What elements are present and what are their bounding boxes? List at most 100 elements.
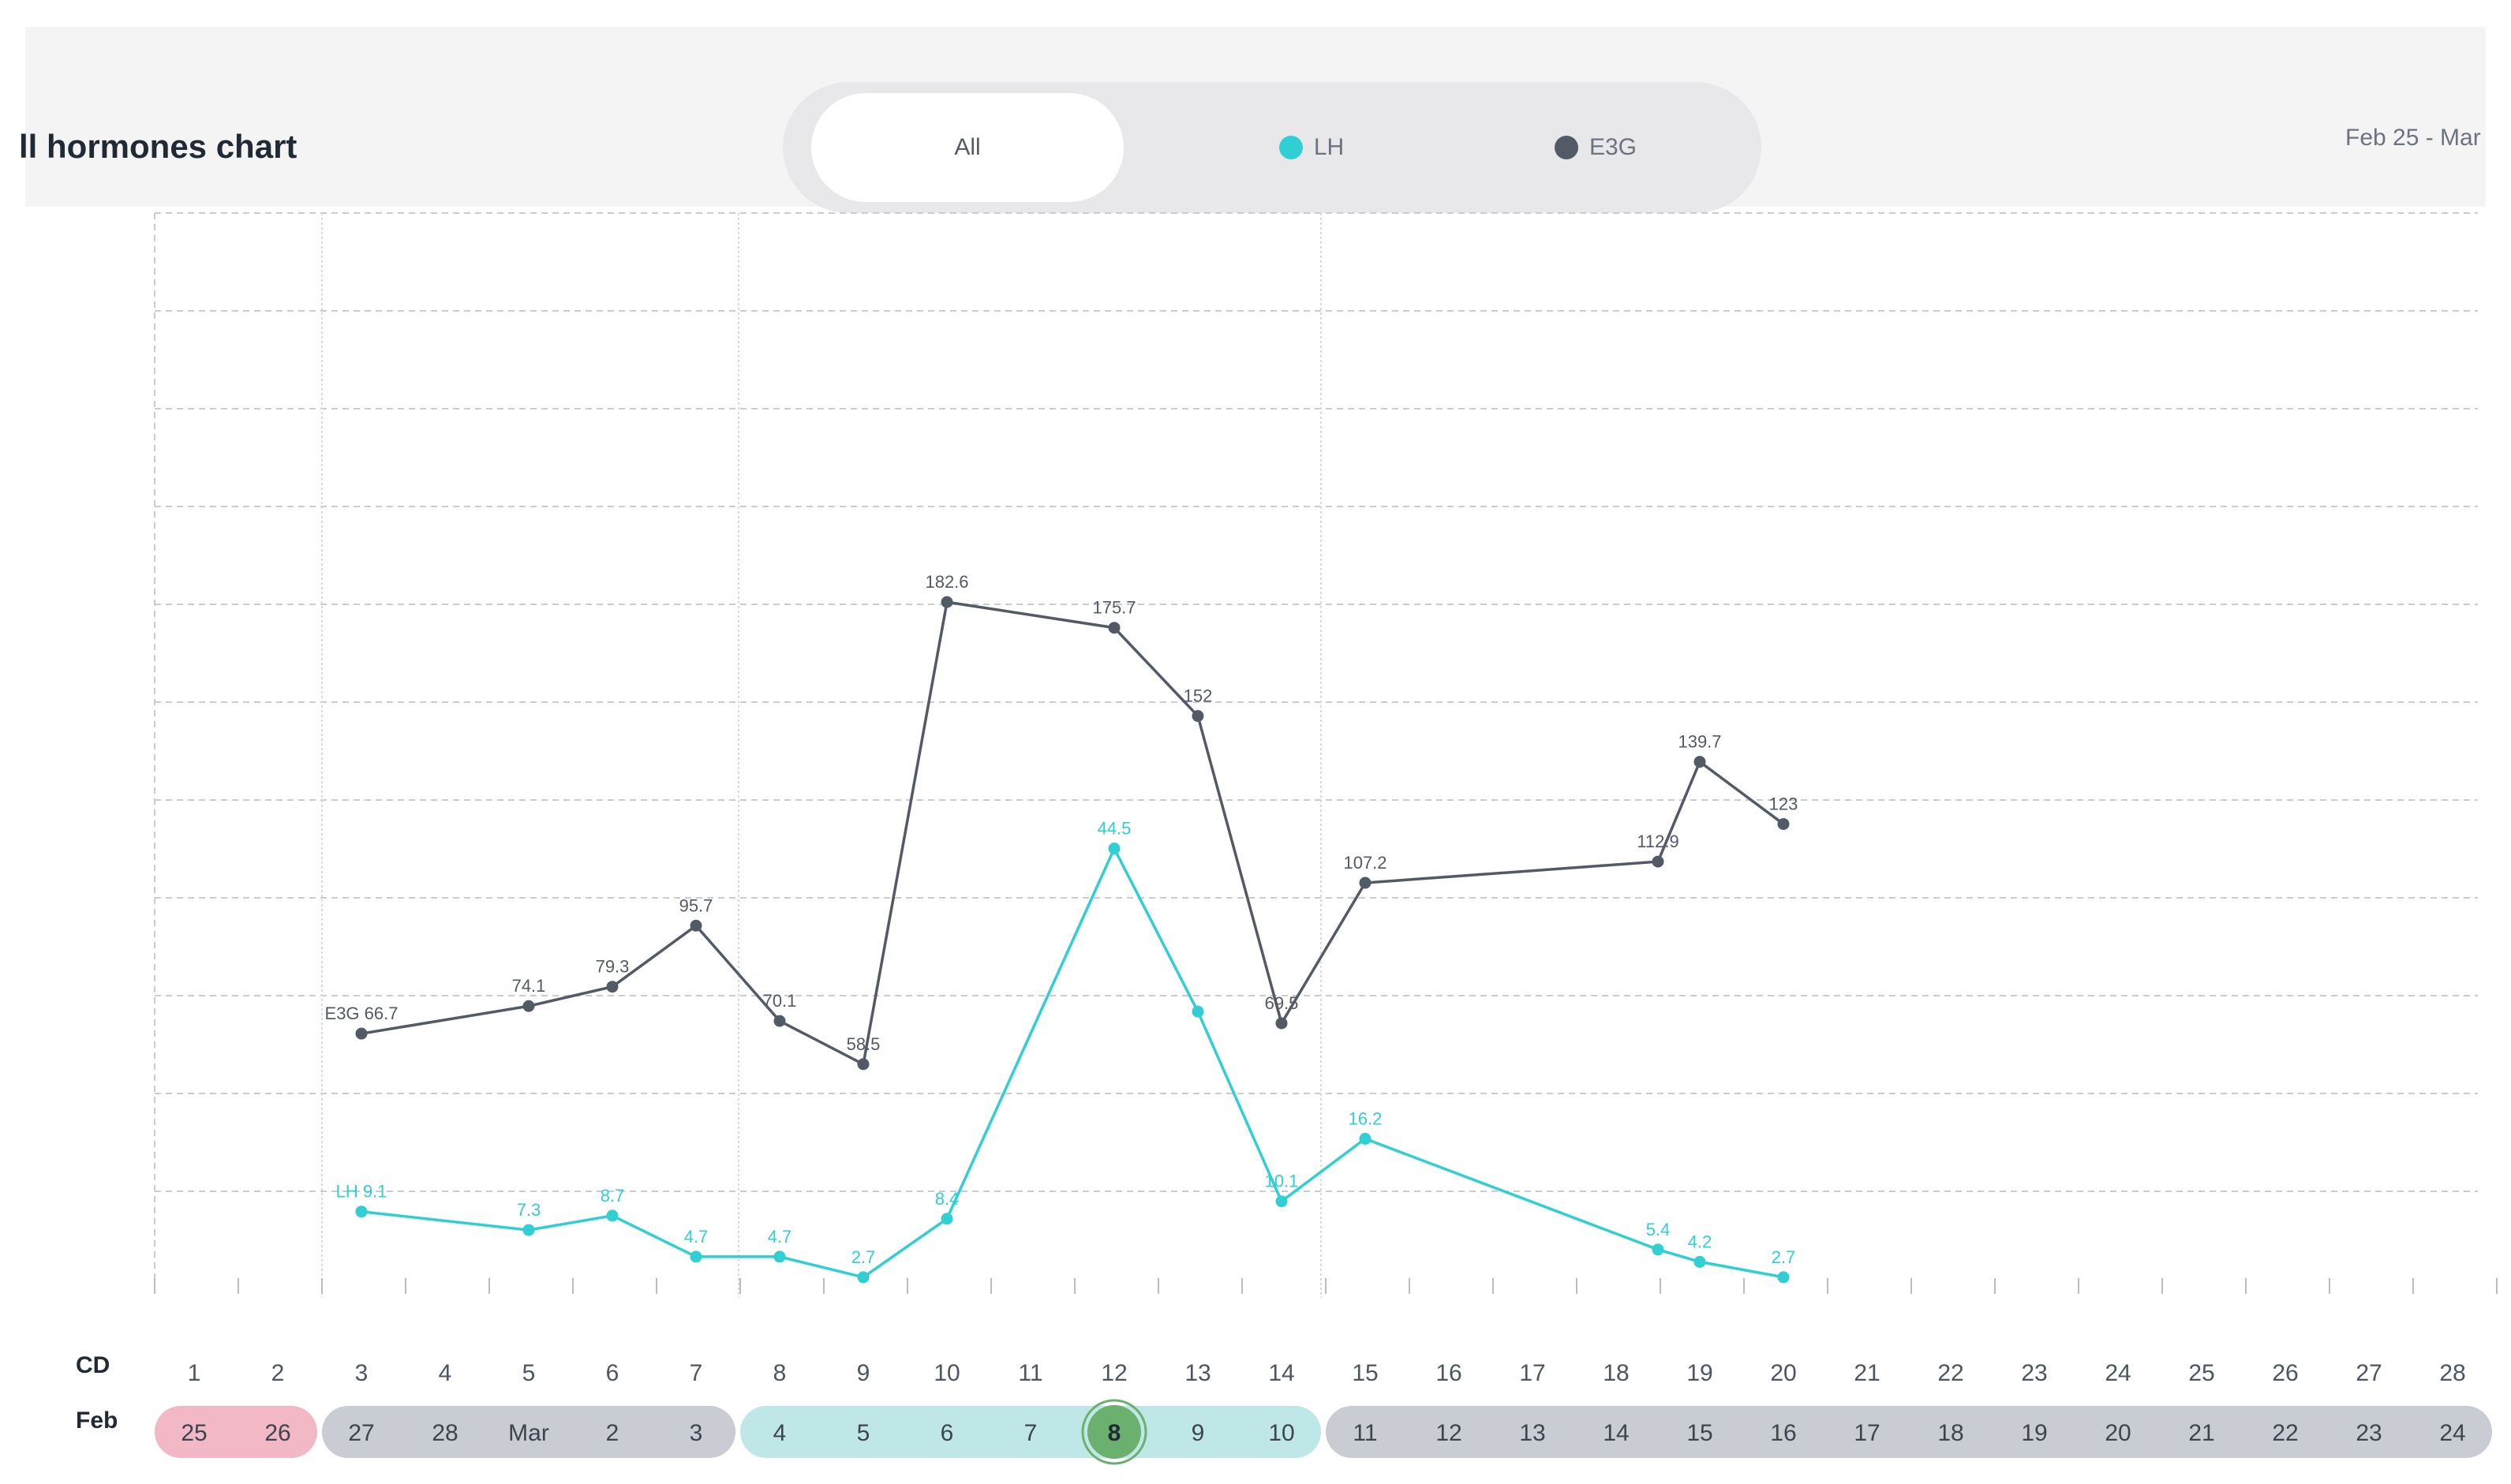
data-label-lh: 4.7 — [768, 1227, 792, 1247]
date-tick-label: 15 — [1686, 1420, 1712, 1446]
filter-e3g-button[interactable]: E3G — [1493, 93, 1698, 202]
cd-tick-label: 20 — [1770, 1360, 1796, 1386]
lh-dot-icon — [1278, 136, 1303, 159]
data-label-lh: 44.5 — [1098, 819, 1132, 839]
date-tick-label: 5 — [857, 1420, 870, 1446]
data-point-lh — [1777, 1271, 1790, 1284]
data-label-lh: LH 9.1 — [336, 1182, 387, 1202]
date-tick-label: 19 — [2021, 1420, 2047, 1446]
filter-all-label: All — [954, 134, 981, 160]
cd-tick-label: 19 — [1686, 1360, 1712, 1386]
date-tick-label: 26 — [264, 1420, 290, 1446]
data-point-lh — [1275, 1195, 1288, 1208]
cd-tick-label: 13 — [1184, 1360, 1211, 1386]
date-tick-label: Mar — [508, 1420, 549, 1446]
date-tick-label: 12 — [1435, 1420, 1461, 1446]
date-tick-label: 13 — [1519, 1420, 1545, 1446]
date-tick-label: 16 — [1770, 1420, 1796, 1446]
cd-tick-label: 3 — [355, 1360, 369, 1386]
filter-lh-button[interactable]: LH — [1209, 93, 1414, 202]
date-tick-label: 20 — [2105, 1420, 2131, 1446]
data-label-e3g: E3G 66.7 — [325, 1004, 399, 1023]
date-tick-label: 10 — [1268, 1420, 1294, 1446]
data-point-lh — [1108, 843, 1121, 854]
data-point-lh — [606, 1209, 619, 1222]
cd-tick-label: 11 — [1018, 1360, 1042, 1386]
data-label-e3g: 112.9 — [1637, 832, 1678, 851]
date-tick-label: 7 — [1024, 1420, 1038, 1446]
data-label-e3g: 79.3 — [596, 957, 630, 977]
date-tick-label: 14 — [1603, 1420, 1629, 1446]
data-label-lh: 10.1 — [1265, 1172, 1299, 1191]
cd-tick-label: 1 — [188, 1360, 201, 1386]
data-label-e3g: 139.7 — [1678, 732, 1721, 752]
date-tick-label: 2 — [606, 1420, 619, 1446]
data-label-lh: 2.7 — [1772, 1247, 1796, 1267]
filter-e3g-label: E3G — [1589, 134, 1637, 160]
data-point-e3g — [690, 919, 702, 932]
cd-tick-label: 15 — [1352, 1360, 1378, 1386]
peak-day-ring — [1081, 1399, 1147, 1465]
data-label-e3g: 74.1 — [512, 976, 546, 996]
data-label-lh: 2.7 — [851, 1247, 876, 1267]
date-tick-label: 3 — [690, 1420, 703, 1446]
data-label-e3g: 123 — [1769, 794, 1798, 813]
date-tick-label: 28 — [432, 1420, 458, 1446]
cd-tick-label: 25 — [2188, 1360, 2214, 1386]
data-label-lh: 4.7 — [684, 1227, 709, 1247]
date-tick-label: 25 — [181, 1420, 207, 1446]
cd-tick-label: 22 — [1937, 1360, 1963, 1386]
data-label-e3g: 175.7 — [1092, 598, 1136, 618]
date-tick-label: 22 — [2272, 1420, 2298, 1446]
data-label-e3g: 58.5 — [847, 1034, 881, 1054]
date-tick-label: 11 — [1353, 1420, 1377, 1446]
date-tick-label: 9 — [1192, 1420, 1205, 1446]
cd-tick-label: 7 — [690, 1360, 703, 1386]
data-label-lh: 4.2 — [1688, 1232, 1712, 1251]
cd-tick-label: 24 — [2105, 1360, 2131, 1386]
date-pill-grey — [322, 1406, 735, 1458]
cd-tick-label: 23 — [2021, 1360, 2047, 1386]
series-line-lh — [361, 845, 1784, 1279]
cd-tick-label: 6 — [606, 1360, 619, 1386]
data-point-e3g — [773, 1015, 786, 1027]
cd-tick-label: 5 — [522, 1360, 536, 1386]
data-point-lh — [773, 1250, 786, 1263]
data-point-e3g — [606, 981, 619, 993]
data-point-lh — [1693, 1255, 1706, 1268]
data-point-e3g — [1275, 1017, 1288, 1030]
date-pill-fertile — [740, 1406, 1321, 1458]
data-label-e3g: 69.5 — [1265, 993, 1299, 1013]
month-row-label: Feb — [76, 1407, 118, 1434]
date-tick-label: 4 — [773, 1420, 787, 1446]
date-pill-period — [155, 1406, 317, 1458]
data-point-e3g — [522, 1000, 535, 1012]
data-point-lh — [1192, 1005, 1204, 1018]
date-tick-label: 6 — [941, 1420, 954, 1446]
data-point-e3g — [355, 1027, 368, 1040]
chart-header: ll hormones chart All LH E3G Feb 25 - Ma… — [19, 27, 2486, 213]
data-point-lh — [355, 1206, 368, 1218]
data-label-lh: 7.3 — [517, 1200, 541, 1220]
cd-tick-label: 17 — [1519, 1360, 1545, 1386]
data-label-lh: 8.7 — [601, 1186, 625, 1206]
data-label-e3g: 95.7 — [679, 895, 713, 915]
data-label-lh: 8.4 — [935, 1189, 960, 1209]
cd-row-label: CD — [76, 1352, 110, 1378]
data-point-lh — [857, 1271, 870, 1284]
filter-all-button[interactable]: All — [811, 93, 1124, 202]
filter-lh-label: LH — [1313, 134, 1345, 160]
data-point-lh — [941, 1213, 953, 1225]
data-point-e3g — [1108, 622, 1121, 634]
date-tick-label: 21 — [2188, 1420, 2214, 1446]
data-point-e3g — [1359, 877, 1372, 889]
date-tick-label: 23 — [2356, 1420, 2382, 1446]
cd-tick-label: 10 — [934, 1360, 960, 1386]
page-title: ll hormones chart — [19, 128, 298, 165]
date-tick-label: 18 — [1937, 1420, 1963, 1446]
data-point-lh — [522, 1224, 535, 1236]
data-point-e3g — [857, 1058, 870, 1071]
date-tick-label: 27 — [348, 1420, 374, 1446]
cd-tick-label: 9 — [857, 1360, 870, 1386]
data-point-lh — [1652, 1243, 1664, 1256]
